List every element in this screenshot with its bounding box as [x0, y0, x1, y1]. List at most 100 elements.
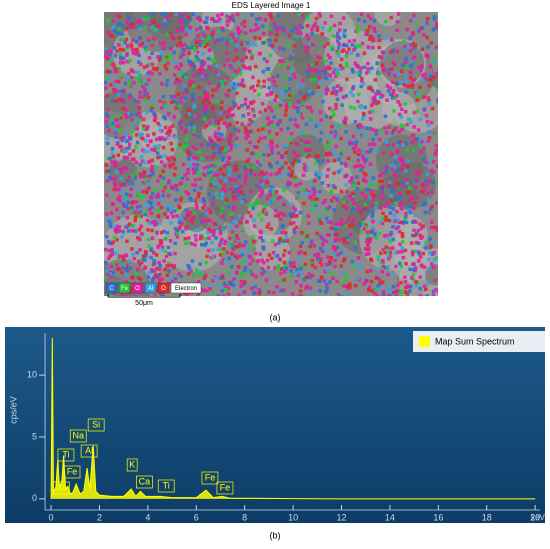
- element-pixel: [136, 100, 141, 104]
- peak-label: Fe: [220, 482, 231, 492]
- element-pixel: [202, 117, 207, 121]
- element-pixel: [275, 74, 280, 78]
- element-pixel: [150, 72, 154, 76]
- element-pixel: [374, 276, 379, 280]
- element-pixel: [216, 84, 220, 89]
- element-pixel: [204, 211, 208, 215]
- element-pixel: [362, 132, 366, 136]
- element-pixel: [261, 245, 265, 249]
- element-pixel: [398, 103, 402, 107]
- element-pixel: [267, 106, 272, 110]
- element-pixel: [383, 204, 388, 209]
- element-pixel: [109, 225, 113, 229]
- element-pixel: [186, 171, 190, 175]
- element-pixel: [403, 47, 407, 51]
- element-pixel: [344, 293, 349, 296]
- element-pixel: [179, 99, 184, 104]
- element-pixel: [337, 294, 341, 296]
- element-pixel: [418, 275, 423, 279]
- element-pixel: [137, 80, 142, 84]
- element-pixel: [190, 217, 194, 221]
- element-pixel: [385, 84, 390, 88]
- element-pixel: [142, 41, 147, 45]
- element-pixel: [252, 246, 257, 251]
- element-pixel: [346, 156, 351, 161]
- element-pixel: [363, 160, 367, 164]
- peak-label-box: [136, 475, 153, 489]
- element-pixel: [150, 269, 154, 274]
- element-pixel: [187, 152, 191, 157]
- element-pixel: [146, 38, 151, 42]
- element-pixel: [335, 89, 339, 94]
- element-pixel: [182, 83, 187, 88]
- element-pixel: [184, 138, 189, 142]
- element-pixel: [242, 193, 246, 197]
- element-pixel: [422, 95, 426, 99]
- element-pixel: [416, 241, 421, 245]
- element-pixel: [219, 106, 224, 110]
- element-pixel: [330, 271, 334, 275]
- element-pixel: [283, 248, 287, 253]
- element-pixel: [411, 220, 415, 224]
- element-pixel: [383, 126, 387, 130]
- element-pixel: [307, 272, 311, 276]
- element-pixel: [165, 15, 170, 20]
- element-pixel: [135, 127, 140, 131]
- element-pixel: [219, 261, 224, 265]
- element-pixel: [324, 239, 329, 244]
- element-pixel: [259, 179, 263, 184]
- element-pixel: [348, 232, 353, 237]
- element-pixel: [145, 127, 149, 131]
- element-pixel: [430, 169, 434, 173]
- element-pixel: [205, 142, 210, 147]
- element-pixel: [371, 109, 375, 114]
- element-pixel: [414, 21, 419, 25]
- element-pixel: [412, 125, 416, 129]
- element-pixel: [339, 189, 344, 194]
- element-pixel: [242, 19, 247, 24]
- element-pixel: [203, 110, 207, 115]
- element-pixel: [420, 140, 424, 144]
- element-pixel: [269, 227, 273, 231]
- element-pixel: [118, 47, 123, 52]
- element-pixel: [322, 44, 327, 48]
- element-pixel: [345, 43, 349, 48]
- element-pixel: [388, 211, 393, 215]
- element-pixel: [152, 132, 156, 136]
- element-pixel: [258, 163, 263, 167]
- element-pixel: [380, 221, 385, 226]
- element-pixel: [398, 195, 402, 200]
- element-pixel: [226, 287, 230, 291]
- element-pixel: [105, 115, 110, 119]
- element-pixel: [315, 256, 320, 261]
- element-pixel: [283, 113, 288, 117]
- element-pixel: [222, 247, 226, 251]
- element-pixel: [352, 183, 356, 188]
- element-pixel: [406, 85, 411, 89]
- element-pixel: [135, 113, 139, 117]
- element-pixel: [335, 97, 340, 102]
- element-pixel: [170, 155, 174, 160]
- element-pixel: [376, 89, 380, 94]
- element-pixel: [288, 182, 293, 186]
- element-pixel: [152, 36, 156, 41]
- element-pixel: [416, 280, 420, 285]
- element-pixel: [196, 194, 201, 199]
- element-pixel: [284, 150, 288, 155]
- element-pixel: [383, 250, 387, 255]
- element-pixel: [221, 85, 226, 89]
- element-pixel: [388, 290, 392, 295]
- element-pixel: [310, 294, 315, 296]
- element-pixel: [110, 177, 115, 181]
- element-pixel: [146, 237, 151, 242]
- element-pixel: [265, 258, 270, 263]
- element-pixel: [295, 34, 300, 39]
- element-pixel: [201, 74, 205, 79]
- element-pixel: [360, 125, 364, 129]
- element-pixel: [174, 135, 178, 139]
- element-pixel: [134, 145, 138, 149]
- element-pixel: [344, 183, 348, 187]
- element-pixel: [247, 122, 251, 127]
- element-pixel: [335, 69, 339, 73]
- element-pixel: [426, 123, 430, 128]
